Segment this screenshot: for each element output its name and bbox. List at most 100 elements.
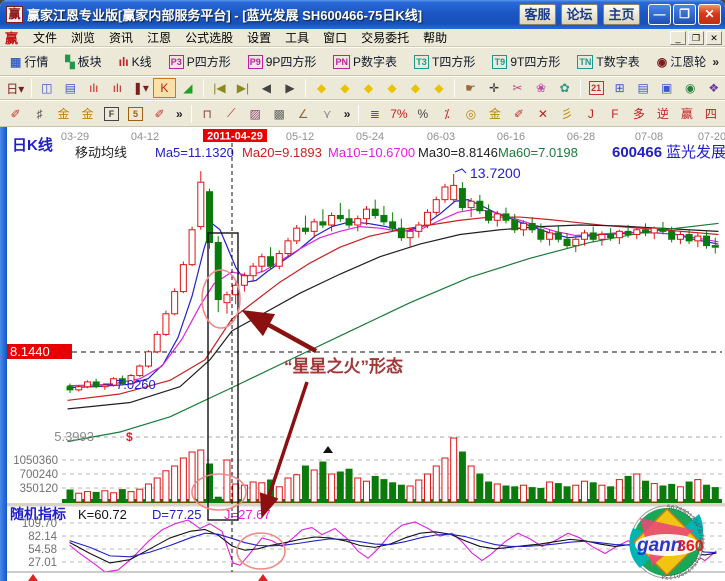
toolbar-button-sectors[interactable]: ▚ 板块 — [59, 49, 107, 74]
maximize-button[interactable]: ❐ — [673, 4, 696, 25]
toolbar-button-quotes[interactable]: ▦ 行情 — [4, 49, 54, 74]
tool-shrink-h[interactable]: ◆ — [387, 81, 397, 95]
tool-j-angle[interactable]: J — [587, 106, 594, 121]
dollar-marker: $ — [126, 430, 133, 444]
tool-portfolio[interactable]: ❖ — [708, 81, 720, 95]
menu-item-4[interactable]: 公式选股 — [185, 31, 234, 45]
tool-knot-tool[interactable]: ✿ — [559, 81, 570, 95]
tool-shift-left[interactable]: ◆ — [316, 81, 327, 95]
main-toolbar-buttons: ▦ 行情 ▚ 板块 ılı K线 P3 P四方形 P9 9P四方形 PN P数字表 T3 T四方形 T9 9T… — [4, 49, 712, 74]
p-square-icon: P3 — [168, 54, 184, 69]
menu-item-1[interactable]: 浏览 — [71, 31, 96, 45]
tool-f-grid[interactable]: F — [100, 104, 123, 124]
tool-next-bar[interactable]: ▶ — [285, 81, 295, 95]
title-link-1[interactable]: 论坛 — [561, 4, 598, 25]
tool-v-lines[interactable]: ⋎ — [322, 106, 332, 121]
title-link-2[interactable]: 主页 — [603, 4, 640, 25]
mdi-restore-button[interactable]: ❐ — [688, 30, 704, 45]
minimize-button[interactable]: — — [648, 4, 671, 25]
tool-line-gold[interactable]: 金 — [488, 107, 501, 121]
tool-gann-grid[interactable]: ♯ — [36, 106, 43, 121]
tool-notes[interactable]: ▤ — [637, 81, 649, 95]
tool-calendar[interactable]: 21 — [585, 78, 608, 98]
toolbar-button-9t-square[interactable]: T9 9T四方形 — [486, 49, 566, 74]
tool-candle-style-dropdown[interactable]: ❚▾ — [132, 81, 149, 95]
tool-cut-tool[interactable]: ✂ — [512, 81, 523, 95]
brand-logo: 赢 — [5, 31, 19, 46]
tool-pct[interactable]: % — [417, 106, 429, 121]
mdi-minimize-button[interactable]: _ — [670, 30, 686, 45]
tool-overlay-toggle[interactable]: K — [153, 78, 176, 98]
tool-trend-color[interactable]: ◢ — [183, 81, 193, 95]
tool-wave-lines[interactable]: 彡 — [560, 107, 573, 121]
tool-gold-grid-1[interactable]: 金 — [57, 107, 70, 121]
title-bar: 赢 赢家江恩专业版[赢家内部服务平台] - [蓝光发展 SH600466-75日… — [0, 0, 725, 29]
tool-period-dropdown[interactable]: 日▾ — [6, 81, 25, 96]
tool-ray-fan[interactable]: ⟋ — [226, 106, 236, 120]
tool-ying-angle[interactable]: 赢 — [680, 107, 693, 121]
toolbar-button-gann-wheel[interactable]: ◉ 江恩轮 — [651, 49, 713, 74]
toolbar-button-kline[interactable]: ılı K线 — [113, 49, 158, 74]
tool-draw-pen[interactable]: ✐ — [10, 106, 21, 121]
tool-ni-angle[interactable]: 逆 — [656, 107, 669, 121]
menu-item-0[interactable]: 文件 — [33, 31, 58, 45]
tool-shift-right[interactable]: ◆ — [340, 81, 350, 95]
tool-chart-window[interactable]: ◫ — [41, 81, 53, 95]
tool-circle-gold[interactable]: ◎ — [465, 106, 477, 121]
tool-pct-7[interactable]: 7% — [390, 106, 408, 121]
menu-item-3[interactable]: 江恩 — [147, 31, 172, 45]
panel-splitter[interactable] — [7, 503, 725, 507]
close-button[interactable]: ✕ — [698, 4, 721, 25]
tool-gold-grid-2[interactable]: 金 — [81, 107, 94, 121]
menu-item-7[interactable]: 窗口 — [323, 31, 348, 45]
menu-item-2[interactable]: 资讯 — [109, 31, 134, 45]
tool-rocket-line[interactable]: ✐ — [513, 106, 524, 121]
menu-item-8[interactable]: 交易委托 — [361, 31, 410, 45]
menu-item-9[interactable]: 帮助 — [423, 31, 448, 45]
tool-first-page[interactable]: |◀ — [213, 81, 226, 95]
ma-value-label: Ma10=10.6700 — [328, 145, 415, 160]
tool-shade-box[interactable]: ▩ — [273, 106, 285, 121]
tool-hand-tool[interactable]: ☛ — [465, 81, 476, 95]
tool-bars-9[interactable]: ılı — [112, 81, 122, 95]
tool-shrink-v[interactable]: ◆ — [434, 81, 444, 95]
drawing-overflow-2[interactable]: » — [343, 106, 351, 121]
tool-frame-tool[interactable]: ⊓ — [202, 106, 212, 121]
tool-expand-v[interactable]: ◆ — [410, 81, 421, 95]
tool-steps-tool[interactable]: ≣ — [369, 106, 380, 121]
tool-last-page[interactable]: ▶| — [236, 81, 250, 95]
tool-save-web[interactable]: ◉ — [684, 81, 696, 95]
t-table-icon: TN — [577, 54, 594, 69]
tool-duo-angle[interactable]: 多 — [632, 107, 645, 121]
menu-item-6[interactable]: 工具 — [285, 31, 310, 45]
tool-calculator[interactable]: ⊞ — [614, 81, 625, 95]
tool-x-lines[interactable]: ✕ — [537, 106, 548, 121]
tool-crosshair-tool[interactable]: ✛ — [489, 81, 500, 95]
kline-chart-canvas[interactable]: 03-29 04-12 05-12 05-24 06-03 06-16 06-28 07-08… — [0, 127, 725, 581]
tool-flower-tool[interactable]: ❀ — [536, 81, 547, 95]
main-toolbar: ▦ 行情 ▚ 板块 ılı K线 P3 P四方形 P9 9P四方形 PN P数字表 T3 T四方形 T9 9T… — [0, 47, 725, 76]
drawing-overflow-1[interactable]: » — [176, 106, 183, 121]
toolbar-button-p-square[interactable]: P3 P四方形 — [163, 49, 237, 74]
menu-item-5[interactable]: 设置 — [247, 31, 272, 45]
toolbar-button-t-table[interactable]: TN T数字表 — [571, 49, 645, 74]
tool-save[interactable]: ▣ — [660, 81, 673, 95]
toolbar-button-9p-square[interactable]: P9 9P四方形 — [242, 49, 323, 74]
toolbar-button-p-table[interactable]: PN P数字表 — [327, 49, 403, 74]
tool-expand-h[interactable]: ◆ — [363, 81, 374, 95]
tool-five-grid[interactable]: 5 — [124, 104, 147, 124]
toolbar-overflow-chevron[interactable]: » — [712, 54, 719, 69]
t-table-label: T数字表 — [596, 55, 640, 69]
tool-angle-lines[interactable]: ∠ — [297, 106, 309, 121]
title-link-0[interactable]: 客服 — [519, 4, 556, 25]
tool-bars-3[interactable]: ılı — [89, 81, 99, 95]
tool-f-angle[interactable]: F — [611, 106, 619, 121]
tool-si-angle[interactable]: 四 — [704, 107, 717, 121]
mdi-close-button[interactable]: ✕ — [706, 30, 722, 45]
tool-info-panel[interactable]: ▤ — [64, 81, 76, 95]
tool-draw-rocket[interactable]: ✐ — [154, 106, 165, 121]
tool-pct-lines[interactable]: ⁒ — [444, 106, 450, 121]
toolbar-button-t-square[interactable]: T3 T四方形 — [408, 49, 481, 74]
tool-prev-bar[interactable]: ◀ — [261, 81, 272, 95]
tool-pattern-box[interactable]: ▨ — [249, 106, 261, 121]
